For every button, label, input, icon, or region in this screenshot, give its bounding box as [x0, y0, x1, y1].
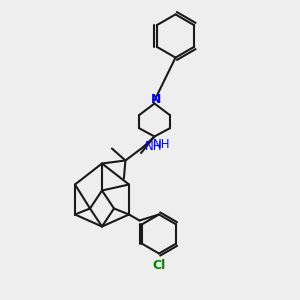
- Text: NH: NH: [145, 140, 162, 153]
- Text: Cl: Cl: [152, 259, 166, 272]
- Text: NH: NH: [153, 137, 171, 151]
- Text: N: N: [151, 93, 161, 106]
